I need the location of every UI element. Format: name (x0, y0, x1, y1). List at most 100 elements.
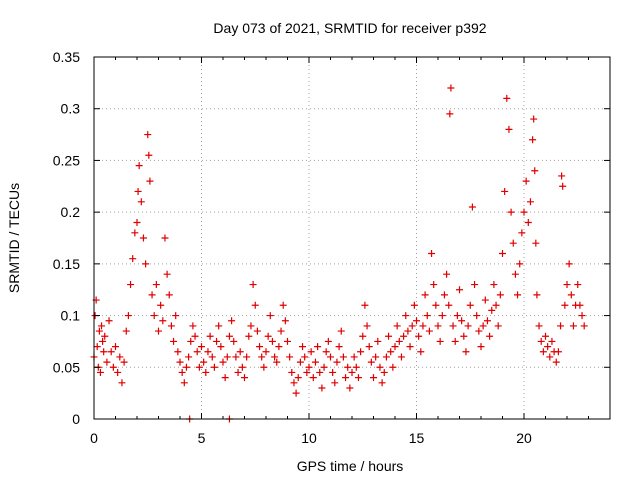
data-point (198, 343, 205, 351)
data-point (172, 312, 180, 320)
data-point (404, 327, 412, 335)
data-point (509, 239, 517, 247)
data-point (230, 337, 238, 345)
data-point (309, 374, 317, 382)
data-point (116, 353, 124, 361)
data-point (145, 151, 153, 159)
data-point (93, 343, 101, 351)
data-point (114, 368, 122, 376)
data-point (176, 358, 184, 366)
data-point (567, 291, 575, 299)
data-point (548, 337, 556, 345)
data-point (185, 353, 193, 361)
data-point (370, 374, 377, 382)
data-point (352, 363, 360, 371)
data-point (354, 374, 362, 382)
data-point (339, 353, 347, 361)
data-point (391, 343, 399, 351)
data-point (170, 337, 178, 345)
data-point (122, 327, 130, 335)
data-point (277, 327, 285, 335)
data-point (417, 348, 425, 356)
data-point (395, 337, 403, 345)
data-point (529, 136, 537, 144)
data-point (400, 332, 408, 340)
data-point (496, 291, 504, 299)
data-point (531, 167, 539, 175)
data-point (490, 281, 498, 289)
data-point (99, 337, 107, 345)
data-point (161, 234, 169, 242)
data-point (430, 281, 438, 289)
y-tick-label: 0.1 (61, 308, 81, 324)
data-point (223, 353, 231, 361)
data-point (449, 322, 457, 330)
data-point (443, 270, 451, 278)
data-point (331, 379, 339, 387)
y-tick-label: 0.3 (61, 101, 81, 117)
data-point (299, 343, 307, 351)
data-point (544, 343, 552, 351)
data-point (311, 358, 319, 366)
x-tick-label: 5 (198, 430, 206, 446)
data-point (335, 343, 343, 351)
data-point (206, 332, 214, 340)
x-tick-label: 15 (409, 430, 425, 446)
data-point (148, 291, 156, 299)
data-point (305, 363, 313, 371)
data-point (159, 317, 167, 325)
data-point (363, 322, 371, 330)
data-point (389, 363, 397, 371)
data-point (446, 110, 454, 118)
data-point (557, 322, 565, 330)
data-point (109, 363, 117, 371)
data-point (458, 317, 466, 325)
data-point (359, 332, 367, 340)
data-point (464, 322, 472, 330)
data-point (522, 177, 530, 185)
data-point (542, 332, 549, 340)
data-point (503, 94, 511, 102)
data-point (524, 218, 532, 226)
data-point (314, 343, 322, 351)
data-point (447, 84, 455, 92)
data-point (402, 312, 410, 320)
data-point (344, 363, 352, 371)
data-point (492, 301, 500, 309)
data-point (187, 337, 195, 345)
data-point (518, 229, 526, 237)
data-point (425, 327, 433, 335)
data-point (576, 301, 584, 309)
data-point (303, 368, 311, 376)
data-point (558, 172, 566, 180)
data-point (471, 281, 479, 289)
data-point (167, 322, 175, 330)
data-point (520, 208, 528, 216)
data-point (178, 368, 186, 376)
data-point (236, 348, 244, 356)
data-point (139, 234, 147, 242)
data-point (505, 125, 513, 133)
data-point (511, 270, 519, 278)
data-point (532, 239, 540, 247)
data-point (208, 353, 216, 361)
data-point (382, 353, 390, 361)
data-point (133, 218, 141, 226)
data-point (95, 327, 103, 335)
data-point (578, 312, 586, 320)
data-point (423, 312, 431, 320)
data-point (155, 327, 162, 335)
data-point (436, 337, 444, 345)
data-point (275, 343, 283, 351)
data-point (249, 281, 257, 289)
data-point (372, 353, 380, 361)
data-point (453, 312, 461, 320)
data-point (101, 332, 109, 340)
data-point (301, 353, 309, 361)
data-point (195, 363, 203, 371)
data-point (432, 301, 440, 309)
data-point (320, 363, 328, 371)
data-point (135, 162, 143, 170)
